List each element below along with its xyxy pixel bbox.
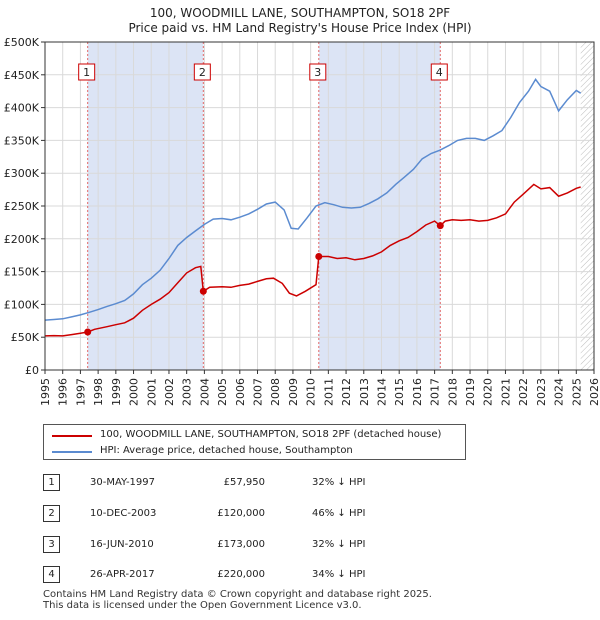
y-tick-label: £150K xyxy=(4,266,40,279)
transaction-row: 4 26-APR-2017 £220,000 34% ↓ HPI xyxy=(0,566,600,586)
x-tick-label: 2012 xyxy=(340,378,353,406)
x-tick-label: 2004 xyxy=(198,378,211,406)
y-tick-label: £350K xyxy=(4,134,40,147)
x-tick-label: 2022 xyxy=(517,378,530,406)
x-tick-label: 2024 xyxy=(553,378,566,406)
legend-label-hpi: HPI: Average price, detached house, Sout… xyxy=(100,445,353,456)
transaction-hpi: 32% ↓ HPI xyxy=(312,539,366,550)
price-chart: 1 2 3 4 £0 £50K £100K £150K £200K £250K £300K £350… xyxy=(4,36,600,406)
sale-marker: 1 xyxy=(78,63,96,81)
x-tick-label: 1995 xyxy=(39,378,52,406)
y-tick-label: £100K xyxy=(4,298,40,311)
y-tick-label: £450K xyxy=(4,69,40,82)
x-tick-label: 2003 xyxy=(181,378,194,406)
sale-marker-label: 1 xyxy=(83,66,90,79)
x-tick-label: 2010 xyxy=(305,378,318,406)
transaction-number: 2 xyxy=(43,505,60,522)
transaction-hpi: 46% ↓ HPI xyxy=(312,508,366,519)
x-tick-label: 2000 xyxy=(128,378,141,406)
transaction-date: 26-APR-2017 xyxy=(90,569,155,580)
y-tick-label: £200K xyxy=(4,233,40,246)
x-tick-label: 1996 xyxy=(57,378,70,406)
sale-marker-label: 3 xyxy=(314,66,321,79)
x-tick-label: 2001 xyxy=(145,378,158,406)
sale-marker-box xyxy=(78,63,96,81)
y-tick-label: £500K xyxy=(4,36,40,49)
x-tick-label: 2023 xyxy=(535,378,548,406)
x-tick-label: 2020 xyxy=(482,378,495,406)
legend-swatch-hpi xyxy=(52,451,92,453)
footer: Contains HM Land Registry data © Crown c… xyxy=(43,589,432,611)
y-tick-label: £0 xyxy=(25,364,39,377)
x-tick-label: 2009 xyxy=(287,378,300,406)
x-tick-label: 1997 xyxy=(74,378,87,406)
y-tick-label: £250K xyxy=(4,200,40,213)
transaction-number: 3 xyxy=(43,536,60,553)
property-price-line xyxy=(44,183,581,337)
sale-marker: 4 xyxy=(430,63,448,81)
x-tick-label: 2008 xyxy=(269,378,282,406)
y-tick-label: £400K xyxy=(4,102,40,115)
sale-marker-label: 2 xyxy=(199,66,206,79)
x-tick-label: 2015 xyxy=(393,378,406,406)
x-tick-label: 2005 xyxy=(216,378,229,406)
transaction-row: 2 10-DEC-2003 £120,000 46% ↓ HPI xyxy=(0,505,600,525)
legend: 100, WOODMILL LANE, SOUTHAMPTON, SO18 2P… xyxy=(43,424,466,460)
sale-marker: 3 xyxy=(309,63,327,81)
transaction-number: 4 xyxy=(43,566,60,583)
x-tick-label: 2002 xyxy=(163,378,176,406)
sale-marker-box xyxy=(193,63,211,81)
footer-licence: This data is licensed under the Open Gov… xyxy=(43,600,362,611)
x-tick-label: 2018 xyxy=(446,378,459,406)
sale-point xyxy=(199,287,207,295)
y-tick-label: £50K xyxy=(11,331,40,344)
x-tick-label: 2016 xyxy=(411,378,424,406)
sale-marker-box xyxy=(309,63,327,81)
transaction-date: 30-MAY-1997 xyxy=(90,477,156,488)
transaction-price: £220,000 xyxy=(217,569,265,580)
y-tick-label: £300K xyxy=(4,167,40,180)
transaction-hpi: 34% ↓ HPI xyxy=(312,569,366,580)
transaction-price: £57,950 xyxy=(223,477,265,488)
transaction-price: £173,000 xyxy=(217,539,265,550)
transaction-number: 1 xyxy=(43,474,60,491)
transaction-hpi: 32% ↓ HPI xyxy=(312,477,366,488)
legend-label-property: 100, WOODMILL LANE, SOUTHAMPTON, SO18 2P… xyxy=(100,429,442,440)
sale-marker-box xyxy=(430,63,448,81)
x-tick-label: 2006 xyxy=(234,378,247,406)
x-tick-label: 2014 xyxy=(375,378,388,406)
transaction-date: 16-JUN-2010 xyxy=(90,539,154,550)
x-tick-label: 2017 xyxy=(429,378,442,406)
x-tick-label: 2011 xyxy=(322,378,335,406)
transaction-row: 1 30-MAY-1997 £57,950 32% ↓ HPI xyxy=(0,474,600,494)
sale-point xyxy=(436,222,444,230)
x-tick-label: 2021 xyxy=(499,378,512,406)
sale-marker-label: 4 xyxy=(436,66,443,79)
x-tick-label: 2025 xyxy=(570,378,583,406)
chart-subtitle: Price paid vs. HM Land Registry's House … xyxy=(128,21,472,35)
footer-copyright: Contains HM Land Registry data © Crown c… xyxy=(43,589,432,600)
transaction-date: 10-DEC-2003 xyxy=(90,508,157,519)
x-tick-label: 1998 xyxy=(92,378,105,406)
x-tick-label: 2007 xyxy=(252,378,265,406)
x-tick-label: 1999 xyxy=(110,378,123,406)
x-tick-label: 2013 xyxy=(358,378,371,406)
hpi-line xyxy=(44,78,582,321)
transaction-price: £120,000 xyxy=(217,508,265,519)
plot-frame xyxy=(44,41,595,371)
sale-marker: 2 xyxy=(193,63,211,81)
legend-swatch-property xyxy=(52,435,92,437)
x-tick-label: 2026 xyxy=(588,378,600,406)
sale-point xyxy=(84,328,92,336)
sale-point xyxy=(315,253,323,261)
x-tick-label: 2019 xyxy=(464,378,477,406)
chart-title: 100, WOODMILL LANE, SOUTHAMPTON, SO18 2P… xyxy=(149,6,451,20)
transaction-row: 3 16-JUN-2010 £173,000 32% ↓ HPI xyxy=(0,536,600,556)
